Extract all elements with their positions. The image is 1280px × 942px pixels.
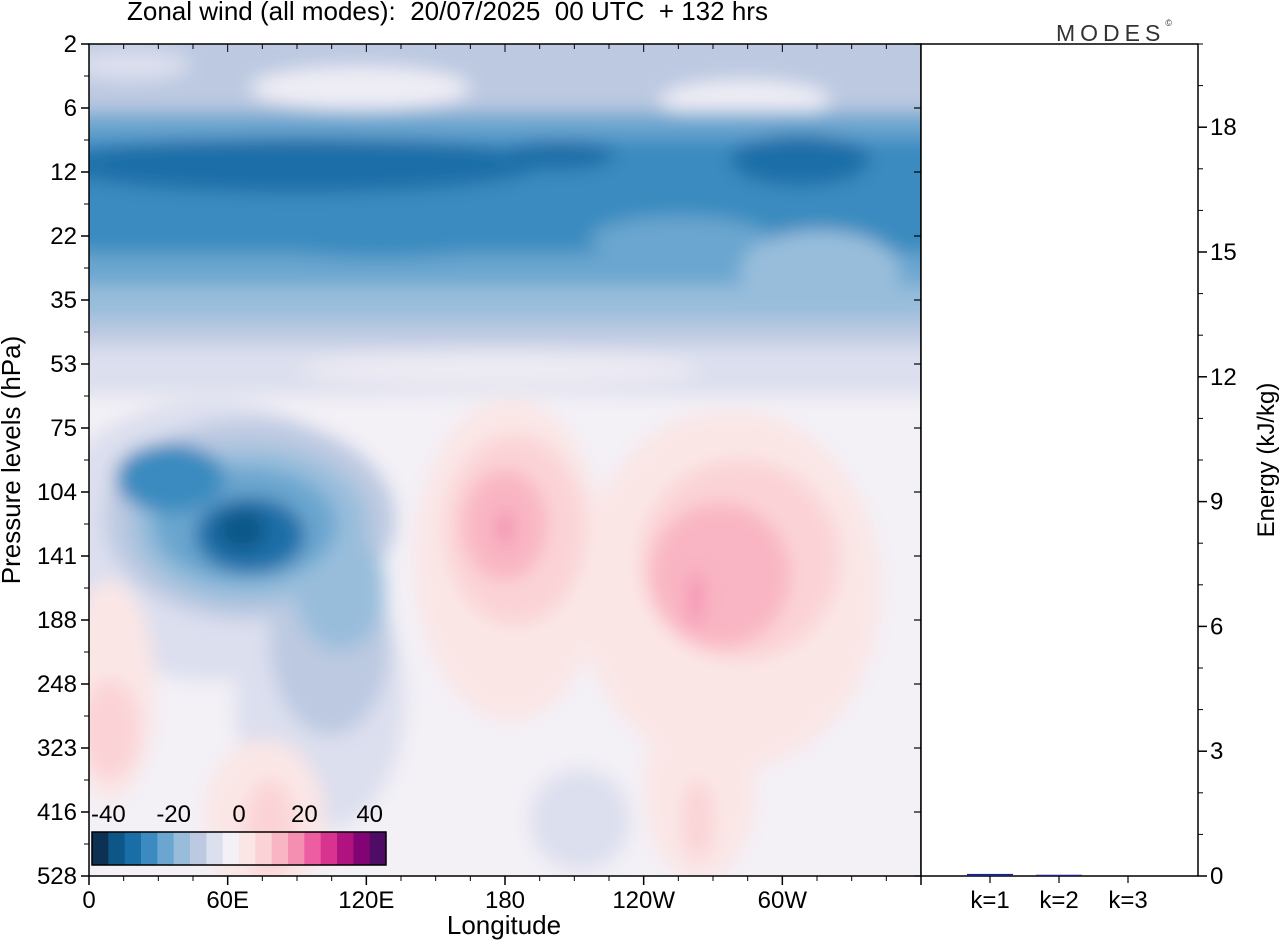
bar-category-label: k=3: [1108, 887, 1147, 914]
colorbar-swatch: [255, 832, 273, 865]
y-tick-label: 248: [37, 671, 77, 698]
colorbar-swatch: [337, 832, 354, 865]
energy-axis-label: Energy (kJ/kg): [1253, 383, 1280, 538]
energy-tick-label: 6: [1210, 613, 1223, 640]
colorbar-swatch: [369, 832, 387, 865]
heatmap-field: [89, 44, 921, 876]
y-tick-label: 12: [50, 159, 77, 186]
energy-panel-frame: [920, 43, 1199, 877]
y-tick-label: 53: [50, 351, 77, 378]
y-tick-label: 75: [50, 415, 77, 442]
colorbar-swatch: [288, 832, 305, 865]
y-axis-label: Pressure levels (hPa): [0, 336, 26, 585]
y-tick-label: 6: [64, 95, 77, 122]
energy-tick-label: 15: [1210, 239, 1237, 266]
x-tick-label: 0: [82, 887, 95, 914]
bar-category-label: k=1: [970, 887, 1009, 914]
y-tick-label: 323: [37, 735, 77, 762]
y-tick-label: 528: [37, 863, 77, 890]
y-tick-label: 416: [37, 799, 77, 826]
x-tick-label: 120E: [338, 887, 394, 914]
bar-category-label: k=2: [1039, 887, 1078, 914]
colorbar-swatch: [239, 832, 256, 865]
colorbar-tick-label: 20: [291, 801, 318, 828]
colorbar-frame: [91, 831, 387, 866]
colorbar-swatch: [222, 832, 240, 865]
x-tick-label: 120W: [612, 887, 675, 914]
y-tick-label: 35: [50, 287, 77, 314]
colorbar-tick-label: 0: [232, 801, 245, 828]
chart-title: Zonal wind (all modes): 20/07/2025 00 UT…: [127, 0, 768, 26]
energy-tick-label: 0: [1210, 863, 1223, 890]
x-axis-label: Longitude: [447, 910, 561, 940]
energy-tick-label: 9: [1210, 489, 1223, 516]
energy-tick-label: 18: [1210, 114, 1237, 141]
colorbar-swatch: [190, 832, 207, 865]
colorbar-swatch: [124, 832, 142, 865]
y-tick-label: 2: [64, 31, 77, 58]
x-tick-label: 60W: [758, 887, 808, 914]
y-tick-label: 22: [50, 223, 77, 250]
colorbar-swatch: [304, 832, 322, 865]
colorbar-swatch: [320, 832, 338, 865]
colorbar-swatch: [92, 832, 109, 865]
modes-logo: MODES©: [1056, 18, 1172, 46]
colorbar-tick-label: -40: [91, 801, 126, 828]
colorbar-tick-label: -20: [156, 801, 191, 828]
colorbar-swatch: [108, 832, 126, 865]
y-tick-label: 188: [37, 607, 77, 634]
colorbar-swatch: [353, 832, 371, 865]
colorbar-swatch: [157, 832, 175, 865]
energy-tick-label: 12: [1210, 364, 1237, 391]
colorbar-swatch: [206, 832, 224, 865]
colorbar: -40 -20 0 20 40: [91, 801, 387, 866]
energy-bars: [967, 873, 1082, 876]
colorbar-swatch: [173, 832, 191, 865]
colorbar-swatch: [141, 832, 158, 865]
energy-tick-label: 3: [1210, 738, 1223, 765]
x-tick-label: 180: [485, 887, 525, 914]
colorbar-tick-label: 40: [356, 801, 383, 828]
y-tick-label: 104: [37, 479, 77, 506]
energy-bar: [967, 873, 1013, 876]
y-tick-label: 141: [37, 543, 77, 570]
colorbar-swatch: [271, 832, 289, 865]
x-tick-label: 60E: [206, 887, 249, 914]
energy-bar: [1036, 874, 1082, 876]
